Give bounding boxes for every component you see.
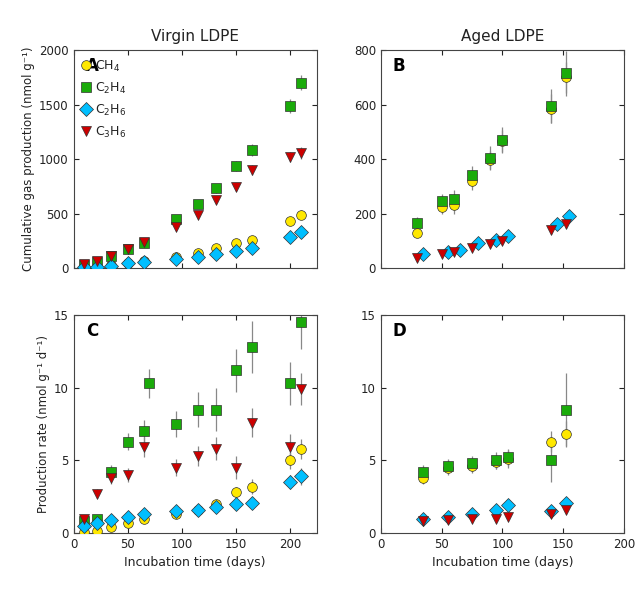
Text: B: B (393, 57, 406, 75)
X-axis label: Incubation time (days): Incubation time (days) (124, 557, 266, 570)
Legend: CH$_4$, C$_2$H$_4$, C$_2$H$_6$, C$_3$H$_6$: CH$_4$, C$_2$H$_4$, C$_2$H$_6$, C$_3$H$_… (80, 57, 129, 143)
Y-axis label: Production rate (nmol g⁻¹ d⁻¹): Production rate (nmol g⁻¹ d⁻¹) (36, 335, 50, 513)
Text: A: A (86, 57, 99, 75)
Text: Virgin LDPE: Virgin LDPE (151, 29, 239, 44)
Text: D: D (393, 322, 406, 340)
Text: Aged LDPE: Aged LDPE (461, 29, 544, 44)
Y-axis label: Cumulative gas production (nmol g⁻¹): Cumulative gas production (nmol g⁻¹) (22, 47, 35, 272)
X-axis label: Incubation time (days): Incubation time (days) (431, 557, 573, 570)
Text: C: C (86, 322, 98, 340)
